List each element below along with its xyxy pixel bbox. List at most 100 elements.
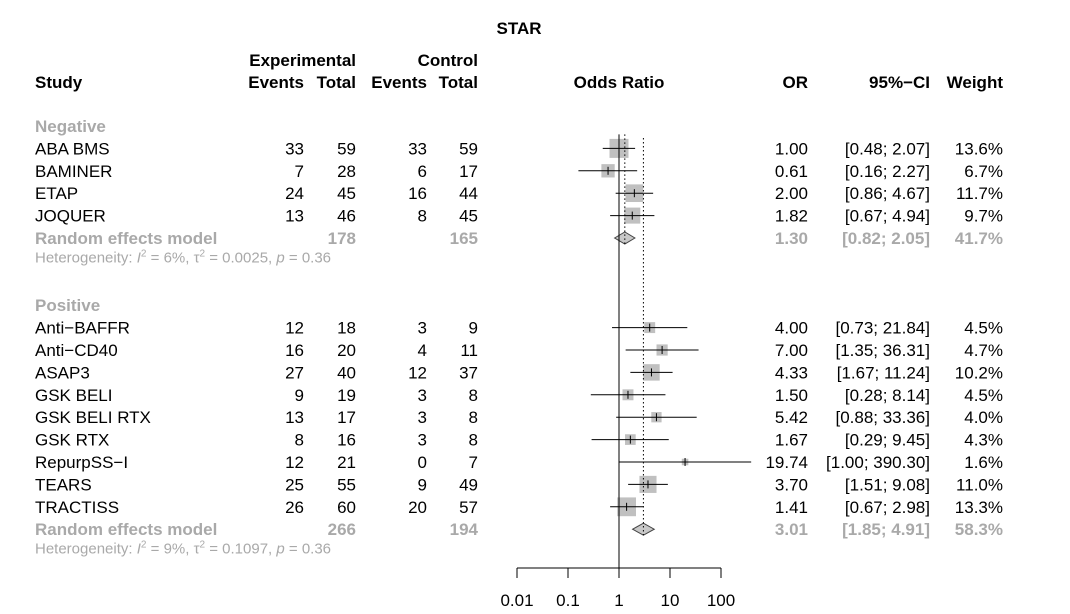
summary-0-ctrl-total: 165 [450,229,478,248]
study-1-7-exp-events: 25 [285,475,304,494]
study-1-3-ctrl-total: 8 [469,386,478,405]
heterogeneity-1-part: = 9%, [146,541,193,558]
study-0-1-exp-events: 7 [295,162,304,181]
header-ci: 95%−CI [869,73,930,92]
study-1-1-or: 7.00 [775,341,808,360]
study-1-3-weight: 4.5% [964,386,1003,405]
header-ctrl-total: Total [439,73,478,92]
summary-1-exp-total: 266 [328,520,356,539]
study-0-0-ctrl-total: 59 [459,139,478,158]
study-1-5-or: 1.67 [775,431,808,450]
x-tick-label-4: 100 [707,591,735,610]
study-1-8-ctrl-total: 57 [459,498,478,517]
study-0-3-exp-total: 46 [337,207,356,226]
study-1-0-weight: 4.5% [964,319,1003,338]
study-1-3-exp-total: 19 [337,386,356,405]
study-0-0-name: ABA BMS [35,139,110,158]
study-0-0-exp-events: 33 [285,139,304,158]
study-1-2-or: 4.33 [775,363,808,382]
study-0-3-exp-events: 13 [285,207,304,226]
study-1-2-exp-events: 27 [285,363,304,382]
heterogeneity-0-part: = 0.36 [285,249,331,266]
summary-0-diamond [613,231,636,245]
study-1-4-exp-total: 17 [337,408,356,427]
summary-1-ctrl-total: 194 [450,520,479,539]
group-label-negative: Negative [35,117,106,136]
study-0-1-weight: 6.7% [964,162,1003,181]
summary-0-exp-total: 178 [328,229,356,248]
header-control: Control [418,51,478,70]
study-0-0-or: 1.00 [775,139,808,158]
study-0-0-ctrl-events: 33 [408,139,427,158]
study-1-6-exp-total: 21 [337,453,356,472]
heterogeneity-0-part: 2 [200,248,206,259]
study-1-6-ci: [1.00; 390.30] [826,453,930,472]
header-weight: Weight [947,73,1004,92]
study-1-8-weight: 13.3% [955,498,1003,517]
study-1-3-ctrl-events: 3 [418,386,427,405]
study-0-2-weight: 11.7% [956,184,1003,203]
study-0-1-name: BAMINER [35,162,112,181]
study-1-2-ctrl-total: 37 [459,363,478,382]
heterogeneity-0: Heterogeneity: I2 = 6%, τ2 = 0.0025, p =… [35,248,331,266]
study-0-3-weight: 9.7% [964,207,1003,226]
study-1-5-exp-total: 16 [337,431,356,450]
study-0-2-ctrl-total: 44 [459,184,478,203]
study-1-8-name: TRACTISS [35,498,119,517]
study-1-3-ci: [0.28; 8.14] [845,386,930,405]
x-axis: 0.01 0.1 1 10 100 [500,134,735,610]
study-1-2-name: ASAP3 [35,363,90,382]
study-0-2-exp-events: 24 [285,184,304,203]
heterogeneity-1-part: = 0.36 [285,541,331,558]
study-1-4-or: 5.42 [775,408,808,427]
group-label-positive: Positive [35,296,100,315]
study-1-2-ctrl-events: 12 [408,363,427,382]
study-1-6-exp-events: 12 [285,453,304,472]
study-1-0-ctrl-total: 9 [469,319,478,338]
study-1-6-or: 19.74 [765,453,808,472]
study-1-7-weight: 11.0% [956,475,1003,494]
chart-title: STAR [496,19,541,38]
study-1-5-name: GSK RTX [35,431,109,450]
study-1-6-ctrl-total: 7 [469,453,478,472]
study-1-1-ci: [1.35; 36.31] [835,341,930,360]
heterogeneity-0-part: 2 [141,248,147,259]
study-1-6-weight: 1.6% [964,453,1003,472]
summary-1-diamond [631,522,656,536]
study-0-3-ctrl-events: 8 [418,207,427,226]
study-0-2-ctrl-events: 16 [408,184,427,203]
study-1-1-weight: 4.7% [964,341,1003,360]
x-tick-label-2: 1 [614,591,623,610]
study-1-7-name: TEARS [35,475,92,494]
header-ctrl-events: Events [371,73,427,92]
study-0-1-exp-total: 28 [337,162,356,181]
study-0-2-name: ETAP [35,184,78,203]
study-0-3-name: JOQUER [35,207,106,226]
heterogeneity-0-part: = 6%, [146,249,193,266]
study-0-0-exp-total: 59 [337,139,356,158]
study-1-7-or: 3.70 [775,475,808,494]
study-1-0-or: 4.00 [775,319,808,338]
study-1-5-ci: [0.29; 9.45] [845,431,930,450]
study-0-1-ci: [0.16; 2.27] [845,162,930,181]
study-1-4-exp-events: 13 [285,408,304,427]
study-0-1-ctrl-total: 17 [459,162,478,181]
study-1-6-ctrl-events: 0 [418,453,427,472]
study-1-8-ctrl-events: 20 [408,498,427,517]
study-1-4-ctrl-events: 3 [418,408,427,427]
header-or: OR [783,73,809,92]
study-0-3-ci: [0.67; 4.94] [845,207,930,226]
heterogeneity-1-part: τ [194,541,200,558]
study-1-7-exp-total: 55 [337,475,356,494]
x-tick-label-3: 10 [661,591,680,610]
study-1-5-exp-events: 8 [295,431,304,450]
study-1-1-ctrl-total: 11 [460,341,478,360]
summary-0-ci: [0.82; 2.05] [842,229,930,248]
heterogeneity-1-part: = 0.1097, [205,541,276,558]
study-1-0-ci: [0.73; 21.84] [835,319,930,338]
heterogeneity-0-part: I [137,249,141,266]
summary-0-label: Random effects model [35,229,217,248]
summary-1-label: Random effects model [35,520,217,539]
study-0-3-ctrl-total: 45 [459,207,478,226]
